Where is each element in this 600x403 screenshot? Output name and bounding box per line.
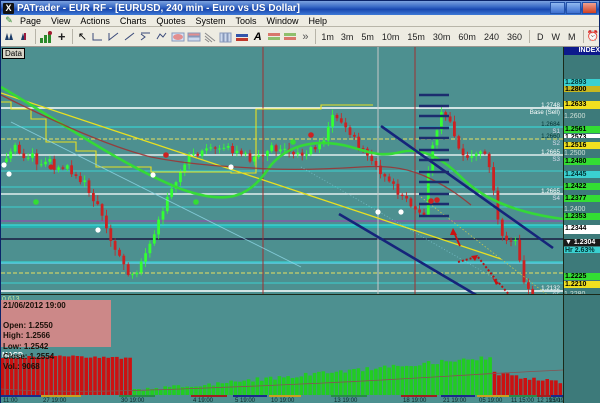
svg-text:1.2665: 1.2665 <box>541 188 560 195</box>
svg-text:1.2748: 1.2748 <box>541 102 560 109</box>
svg-text:1.2132: 1.2132 <box>541 285 560 292</box>
svg-text:1.2684: 1.2684 <box>541 121 560 128</box>
svg-text:1.2665: 1.2665 <box>541 149 560 156</box>
svg-text:S3: S3 <box>552 156 560 163</box>
svg-text:S2: S2 <box>552 140 560 147</box>
svg-text:S4: S4 <box>552 195 560 202</box>
svg-text:1.2660: 1.2660 <box>541 133 560 140</box>
svg-text:Base (Sell): Base (Sell) <box>530 109 560 116</box>
